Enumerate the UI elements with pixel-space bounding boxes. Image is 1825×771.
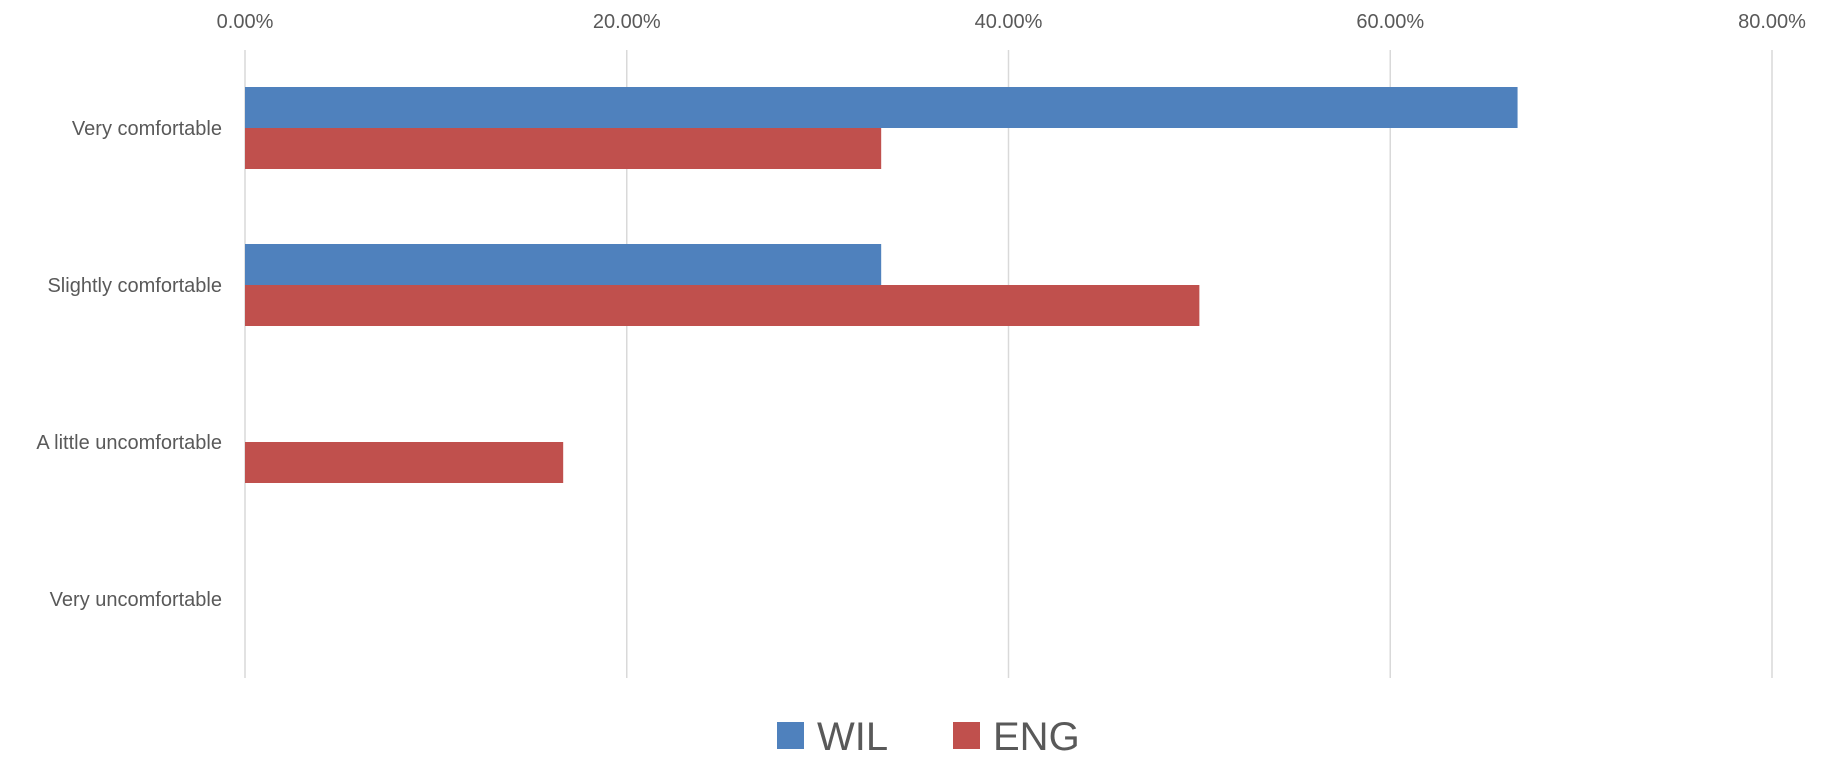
category-labels: Very comfortable Slightly comfortable A li… <box>36 118 222 611</box>
bar-eng <box>245 128 881 169</box>
x-tick-label: 80.00% <box>1738 11 1806 33</box>
bars <box>245 87 1518 483</box>
x-tick-label: 0.00% <box>217 11 274 33</box>
category-label: Very uncomfortable <box>50 589 222 611</box>
x-axis-ticks: 0.00% 20.00% 40.00% 60.00% 80.00% <box>217 11 1806 33</box>
x-tick-label: 40.00% <box>975 11 1043 33</box>
x-tick-label: 60.00% <box>1356 11 1424 33</box>
category-label: Very comfortable <box>72 118 222 140</box>
bar-wil <box>245 87 1518 128</box>
bar-eng <box>245 442 563 483</box>
category-label: A little uncomfortable <box>36 432 222 454</box>
legend-swatch-eng <box>953 722 980 749</box>
legend-label-eng: ENG <box>993 715 1080 759</box>
legend-swatch-wil <box>777 722 804 749</box>
legend-label-wil: WIL <box>817 715 888 759</box>
legend: WIL ENG <box>777 715 1080 759</box>
bar-wil <box>245 244 881 285</box>
category-label: Slightly comfortable <box>47 275 222 297</box>
bar-eng <box>245 285 1199 326</box>
x-tick-label: 20.00% <box>593 11 661 33</box>
